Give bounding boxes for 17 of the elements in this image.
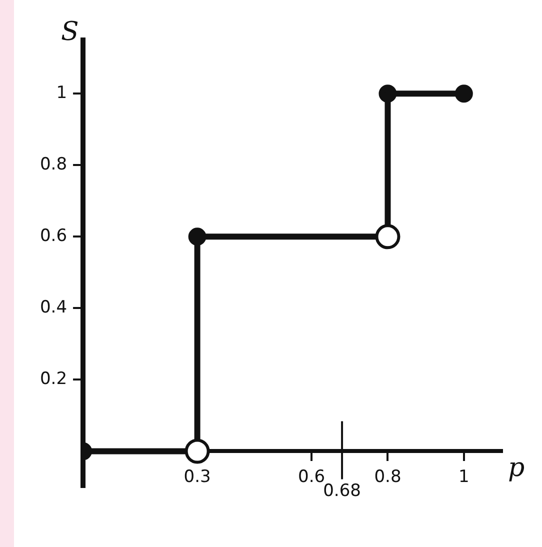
y-tick-label: 0.8: [40, 154, 68, 175]
y-axis-title: S: [61, 16, 79, 47]
point: [378, 84, 397, 103]
y-tick-label: 0.6: [40, 226, 68, 246]
y-tick-label: 1: [56, 83, 68, 104]
ref-line-label: 0.68: [323, 481, 361, 502]
point: [375, 224, 400, 250]
x-axis-title: p: [508, 452, 525, 483]
point: [188, 228, 206, 246]
point: [184, 438, 210, 464]
y-tick-label: 0.4: [40, 298, 68, 318]
point: [454, 84, 473, 103]
x-tick-label: 0.8: [374, 466, 402, 487]
x-tick-label: 0.6: [298, 466, 326, 487]
y-tick-label: 0.2: [40, 369, 68, 390]
x-tick-label: 0.3: [184, 466, 211, 487]
x-tick-label: 1: [458, 466, 470, 487]
